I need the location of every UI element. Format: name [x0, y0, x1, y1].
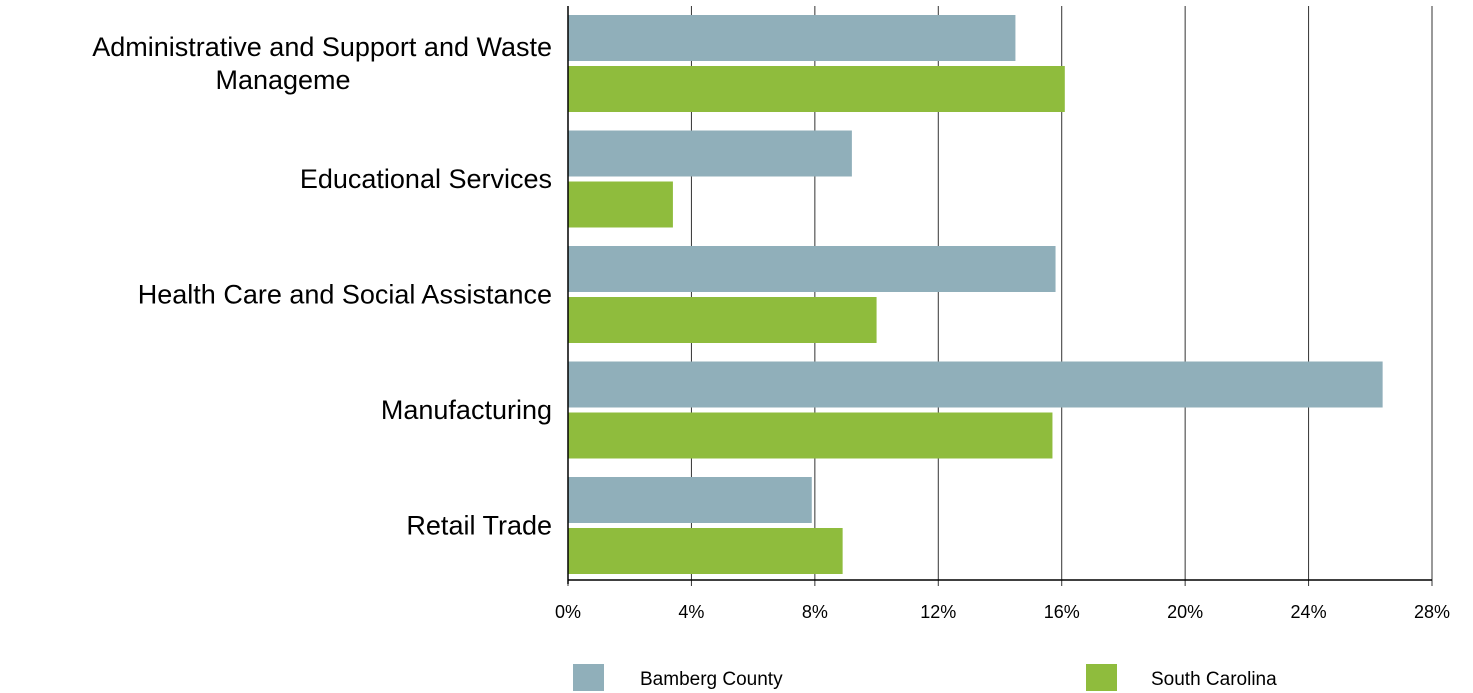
- x-tick-label-3: 12%: [920, 602, 956, 622]
- x-tick-label-2: 8%: [802, 602, 828, 622]
- bar-bamberg-county-1: [568, 130, 852, 177]
- x-tick-label-6: 24%: [1291, 602, 1327, 622]
- bars: [568, 15, 1383, 574]
- bar-south-carolina-3: [568, 412, 1053, 459]
- legend-label-bamberg-county: Bamberg County: [640, 669, 783, 690]
- legend-swatch-south-carolina: [1086, 664, 1117, 691]
- bar-south-carolina-1: [568, 181, 673, 228]
- category-label-3: Manufacturing: [381, 395, 552, 425]
- category-label-4: Retail Trade: [406, 511, 552, 541]
- x-tick-label-0: 0%: [555, 602, 581, 622]
- x-tick-label-7: 28%: [1414, 602, 1450, 622]
- bar-south-carolina-0: [568, 66, 1065, 112]
- bar-south-carolina-2: [568, 297, 877, 343]
- bar-bamberg-county-2: [568, 246, 1056, 292]
- bar-bamberg-county-3: [568, 361, 1383, 408]
- legend: Bamberg County South Carolina: [573, 664, 1277, 691]
- bar-south-carolina-4: [568, 528, 843, 574]
- category-label-0-line-0: Administrative and Support and Waste: [92, 32, 552, 62]
- legend-label-south-carolina: South Carolina: [1151, 669, 1277, 690]
- x-tick-labels: 0% 4% 8% 12% 16% 20% 24% 28%: [555, 602, 1450, 622]
- axes: [567, 6, 1433, 586]
- category-label-1: Educational Services: [300, 164, 552, 194]
- legend-swatch-bamberg-county: [573, 664, 604, 691]
- x-tick-label-1: 4%: [678, 602, 704, 622]
- x-tick-label-4: 16%: [1044, 602, 1080, 622]
- category-labels: Administrative and Support and WasteMana…: [92, 32, 552, 541]
- x-tick-label-5: 20%: [1167, 602, 1203, 622]
- category-label-0-line-1: Manageme: [215, 65, 350, 95]
- bar-bamberg-county-0: [568, 15, 1016, 61]
- category-label-2: Health Care and Social Assistance: [138, 280, 552, 310]
- bar-bamberg-county-4: [568, 477, 812, 523]
